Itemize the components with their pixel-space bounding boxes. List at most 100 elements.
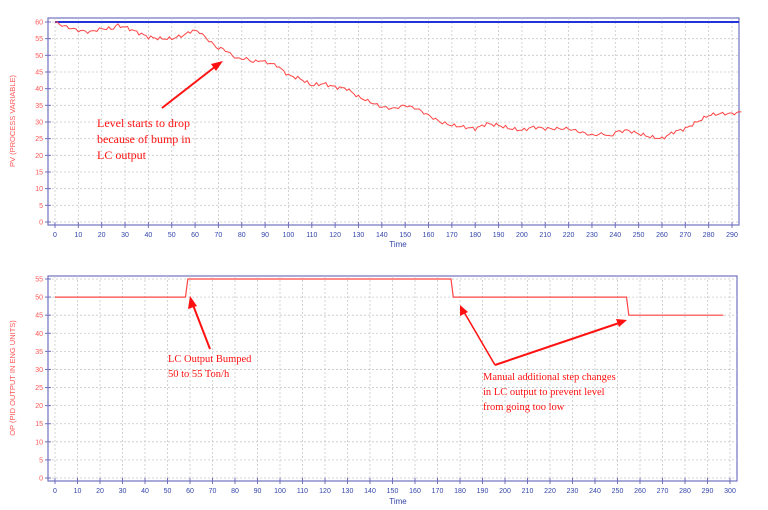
manual-annotation-line-3: from going too low [483, 402, 565, 413]
x-tick-label: 40 [144, 232, 152, 239]
x-tick-label: 180 [469, 232, 481, 239]
y-tick-label: 20 [35, 153, 43, 160]
pv-x-axis-ticks: 0 10 20 30 40 50 60 70 80 90 100 110 120 130 140 150 160… [53, 222, 738, 239]
x-tick-label: 130 [353, 232, 365, 239]
pv-annotation: Level starts to drop because of bump in … [97, 61, 223, 162]
pv-annotation-arrow-shaft [161, 65, 217, 109]
y-tick-label: 25 [35, 385, 43, 392]
x-tick-label: 20 [96, 488, 104, 495]
y-tick-label: 15 [35, 421, 43, 428]
x-tick-label: 110 [297, 488, 308, 495]
pv-annotation-line-1: Level starts to drop [97, 116, 190, 130]
x-tick-label: 60 [186, 488, 194, 495]
y-tick-label: 30 [35, 367, 43, 374]
y-tick-label: 5 [39, 457, 43, 464]
x-tick-label: 190 [493, 232, 505, 239]
pv-y-axis-title: PV (PROCESS VARIABLE) [8, 75, 17, 167]
arrow-head-icon [188, 296, 197, 309]
manual-annotation-line-1: Manual additional step changes [483, 372, 616, 383]
x-tick-label: 280 [679, 488, 691, 495]
x-tick-label: 140 [376, 232, 388, 239]
x-tick-label: 250 [633, 232, 645, 239]
x-tick-label: 30 [121, 232, 129, 239]
pv-line [54, 21, 742, 140]
pv-chart: 0 5 10 15 20 25 30 35 40 45 50 55 60 0 10 20 30 40 50 60 70… [8, 17, 742, 249]
x-tick-label: 80 [231, 488, 239, 495]
x-tick-label: 160 [409, 488, 421, 495]
x-tick-label: 160 [423, 232, 435, 239]
op-y-axis-title: OP (PID OUTPUT IN ENG UNITS) [8, 320, 17, 436]
x-tick-label: 250 [612, 488, 624, 495]
x-tick-label: 290 [702, 488, 714, 495]
x-tick-label: 230 [567, 488, 579, 495]
op-annotation-manual: Manual additional step changes in LC out… [460, 305, 627, 413]
x-tick-label: 140 [364, 488, 376, 495]
x-tick-label: 70 [209, 488, 217, 495]
x-tick-label: 30 [119, 488, 127, 495]
y-tick-label: 35 [35, 103, 43, 110]
y-tick-label: 50 [35, 53, 43, 60]
y-tick-label: 20 [35, 403, 43, 410]
x-tick-label: 80 [238, 232, 246, 239]
x-tick-label: 220 [544, 488, 556, 495]
op-chart: 0 5 10 15 20 25 30 35 40 45 50 55 0 10 20 30 40 50 60 70 80… [8, 275, 738, 506]
arrow-head-icon [460, 305, 468, 316]
y-tick-label: 35 [35, 349, 43, 356]
x-tick-label: 100 [283, 232, 295, 239]
pv-annotation-line-2: because of bump in [97, 132, 191, 146]
manual-annotation-line-2: in LC output to prevent level [483, 387, 605, 398]
pv-annotation-line-3: LC output [97, 148, 147, 162]
bump-annotation-line-2: 50 to 55 Ton/h [168, 369, 230, 380]
x-tick-label: 200 [516, 232, 528, 239]
x-tick-label: 190 [477, 488, 489, 495]
x-tick-label: 0 [53, 488, 57, 495]
y-tick-label: 55 [35, 277, 43, 284]
x-tick-label: 20 [98, 232, 106, 239]
y-tick-label: 40 [35, 331, 43, 338]
y-tick-label: 55 [35, 36, 43, 43]
y-tick-label: 0 [39, 220, 43, 227]
x-tick-label: 180 [454, 488, 466, 495]
x-tick-label: 120 [319, 488, 331, 495]
y-tick-label: 40 [35, 86, 43, 93]
x-tick-label: 210 [539, 232, 551, 239]
x-tick-label: 70 [215, 232, 223, 239]
bump-arrow-shaft [192, 304, 211, 350]
pv-plot-frame [47, 17, 740, 226]
op-annotation-bump: LC Output Bumped 50 to 55 Ton/h [168, 296, 252, 380]
y-tick-label: 0 [39, 476, 43, 483]
x-tick-label: 120 [329, 232, 341, 239]
y-tick-label: 45 [35, 70, 43, 77]
x-tick-label: 0 [53, 232, 57, 239]
op-x-axis-ticks: 0 10 20 30 40 50 60 70 80 90 100 110 120 130 140 150 160… [53, 478, 736, 495]
op-y-axis-ticks: 0 5 10 15 20 25 30 35 40 45 50 55 [35, 277, 51, 483]
x-tick-label: 260 [656, 232, 668, 239]
x-tick-label: 10 [74, 488, 82, 495]
op-plot-frame [47, 275, 738, 482]
x-tick-label: 290 [726, 232, 738, 239]
x-tick-label: 240 [609, 232, 621, 239]
x-tick-label: 40 [141, 488, 149, 495]
x-tick-label: 210 [522, 488, 534, 495]
manual-arrow-shaft-1 [463, 311, 496, 366]
x-tick-label: 90 [254, 488, 262, 495]
pv-x-axis-title: Time [389, 240, 407, 249]
y-tick-label: 10 [35, 439, 43, 446]
x-tick-label: 270 [679, 232, 691, 239]
y-tick-label: 15 [35, 170, 43, 177]
x-tick-label: 170 [446, 232, 458, 239]
x-tick-label: 260 [634, 488, 646, 495]
x-tick-label: 100 [274, 488, 286, 495]
x-tick-label: 270 [657, 488, 669, 495]
x-tick-label: 220 [563, 232, 575, 239]
y-tick-label: 5 [39, 203, 43, 210]
y-tick-label: 10 [35, 186, 43, 193]
x-tick-label: 60 [191, 232, 199, 239]
arrow-head-icon [211, 61, 223, 71]
op-x-axis-title: Time [389, 497, 407, 506]
y-tick-label: 25 [35, 136, 43, 143]
x-tick-label: 200 [499, 488, 511, 495]
x-tick-label: 130 [342, 488, 354, 495]
x-tick-label: 150 [387, 488, 399, 495]
